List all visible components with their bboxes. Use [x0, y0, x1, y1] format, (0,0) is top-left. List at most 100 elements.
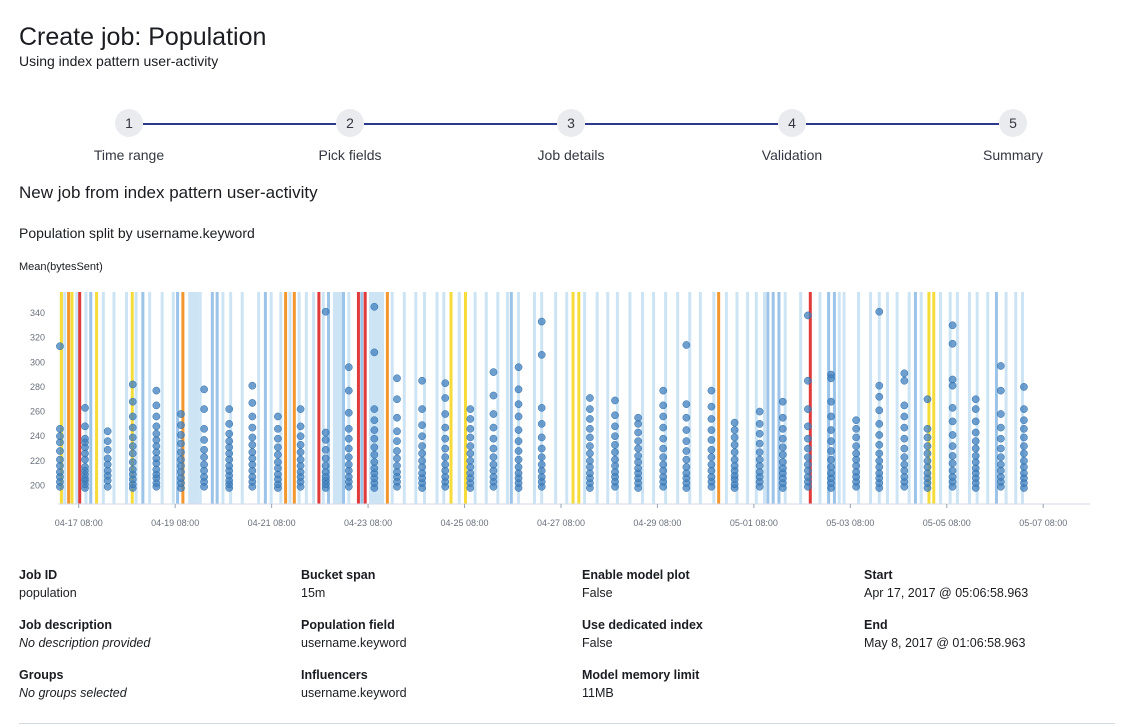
data-point [1020, 424, 1028, 433]
data-point [514, 455, 523, 464]
step-5-label[interactable]: Summary [983, 147, 1043, 163]
anomaly-band [279, 292, 283, 504]
detail-label: Influencers [301, 668, 368, 682]
detail-label: Job description [19, 618, 113, 632]
data-point [296, 440, 305, 449]
data-point [827, 374, 835, 383]
detail-model-memory-limit: Model memory limit 11MB [582, 667, 852, 702]
anomaly-band [577, 292, 581, 504]
data-point [875, 307, 884, 316]
data-point [659, 460, 668, 469]
data-point [900, 423, 909, 432]
anomaly-band [229, 292, 233, 504]
data-point [804, 405, 812, 413]
anomaly-band [913, 292, 917, 504]
data-point [611, 448, 619, 457]
data-point [707, 453, 716, 462]
step-5-circle[interactable]: 5 [999, 109, 1027, 137]
data-point [225, 429, 234, 438]
detail-label: Enable model plot [582, 568, 690, 582]
anomaly-band [269, 292, 273, 504]
data-point [296, 455, 305, 464]
data-point [466, 449, 475, 458]
step-1-circle[interactable]: 1 [115, 109, 143, 137]
anomaly-band [59, 292, 63, 504]
data-point [852, 416, 860, 425]
step-4-label[interactable]: Validation [761, 147, 823, 163]
data-point [537, 433, 546, 442]
data-point [804, 311, 812, 320]
data-point [634, 428, 642, 437]
data-point [900, 444, 909, 453]
anomaly-band [628, 292, 632, 504]
anomaly-band [160, 292, 164, 504]
data-point [586, 394, 594, 402]
step-4-circle[interactable]: 4 [778, 109, 806, 137]
step-2-label[interactable]: Pick fields [318, 147, 382, 163]
data-point [923, 449, 932, 458]
step-1-label[interactable]: Time range [93, 147, 165, 163]
data-point [177, 431, 185, 439]
data-point [611, 411, 619, 420]
data-point [900, 401, 909, 410]
data-point [1020, 449, 1028, 458]
detail-label: Groups [19, 668, 64, 682]
x-tick-label: 04-19 08:00 [151, 518, 199, 528]
anomaly-band [505, 292, 509, 504]
data-point [948, 339, 957, 348]
data-point [923, 424, 932, 433]
x-tick-label: 05-07 08:00 [1019, 518, 1067, 528]
data-point [537, 351, 546, 359]
anomaly-band [746, 292, 750, 504]
data-point [804, 434, 812, 443]
data-point [900, 412, 909, 421]
data-point [321, 436, 330, 444]
data-point [466, 442, 475, 450]
data-point [56, 432, 64, 441]
data-point [707, 426, 716, 434]
data-point [128, 465, 137, 474]
anomaly-band [402, 292, 406, 504]
data-point [274, 443, 282, 452]
data-point [852, 449, 860, 458]
data-point [274, 412, 282, 421]
data-point [344, 453, 353, 462]
step-2-circle[interactable]: 2 [336, 109, 364, 137]
data-point [730, 440, 739, 449]
step-3-label[interactable]: Job details [537, 147, 605, 163]
detail-value: Apr 17, 2017 @ 05:06:58.963 [864, 586, 1029, 600]
data-point [730, 448, 739, 457]
data-point [152, 401, 161, 410]
data-point [755, 439, 764, 448]
step-3-circle[interactable]: 3 [557, 109, 585, 137]
y-tick-label: 260 [30, 407, 45, 417]
anomaly-band [932, 292, 936, 504]
data-point [152, 412, 161, 421]
data-point [514, 463, 523, 471]
data-point [370, 450, 379, 459]
data-point [971, 428, 980, 437]
data-point [659, 423, 668, 432]
x-tick-label: 04-29 08:00 [633, 518, 681, 528]
job-details-summary: Job ID population Job description No des… [19, 567, 1119, 707]
data-point [875, 406, 884, 415]
data-point [682, 463, 691, 471]
data-point [489, 368, 498, 376]
anomaly-band [188, 292, 199, 504]
data-point [370, 405, 379, 413]
data-point [634, 437, 642, 445]
data-point [778, 424, 787, 433]
data-point [1020, 405, 1028, 413]
x-tick-label: 04-27 08:00 [537, 518, 585, 528]
anomaly-band [297, 292, 301, 504]
x-tick-label: 04-21 08:00 [248, 518, 296, 528]
anomaly-band [176, 292, 180, 504]
anomaly-band [496, 292, 500, 504]
data-point [489, 434, 498, 443]
anomaly-band [363, 292, 367, 504]
data-point [152, 422, 161, 431]
data-point [537, 453, 546, 462]
detail-job-id: Job ID population [19, 567, 289, 602]
data-point [1020, 442, 1028, 450]
data-point [900, 460, 909, 469]
